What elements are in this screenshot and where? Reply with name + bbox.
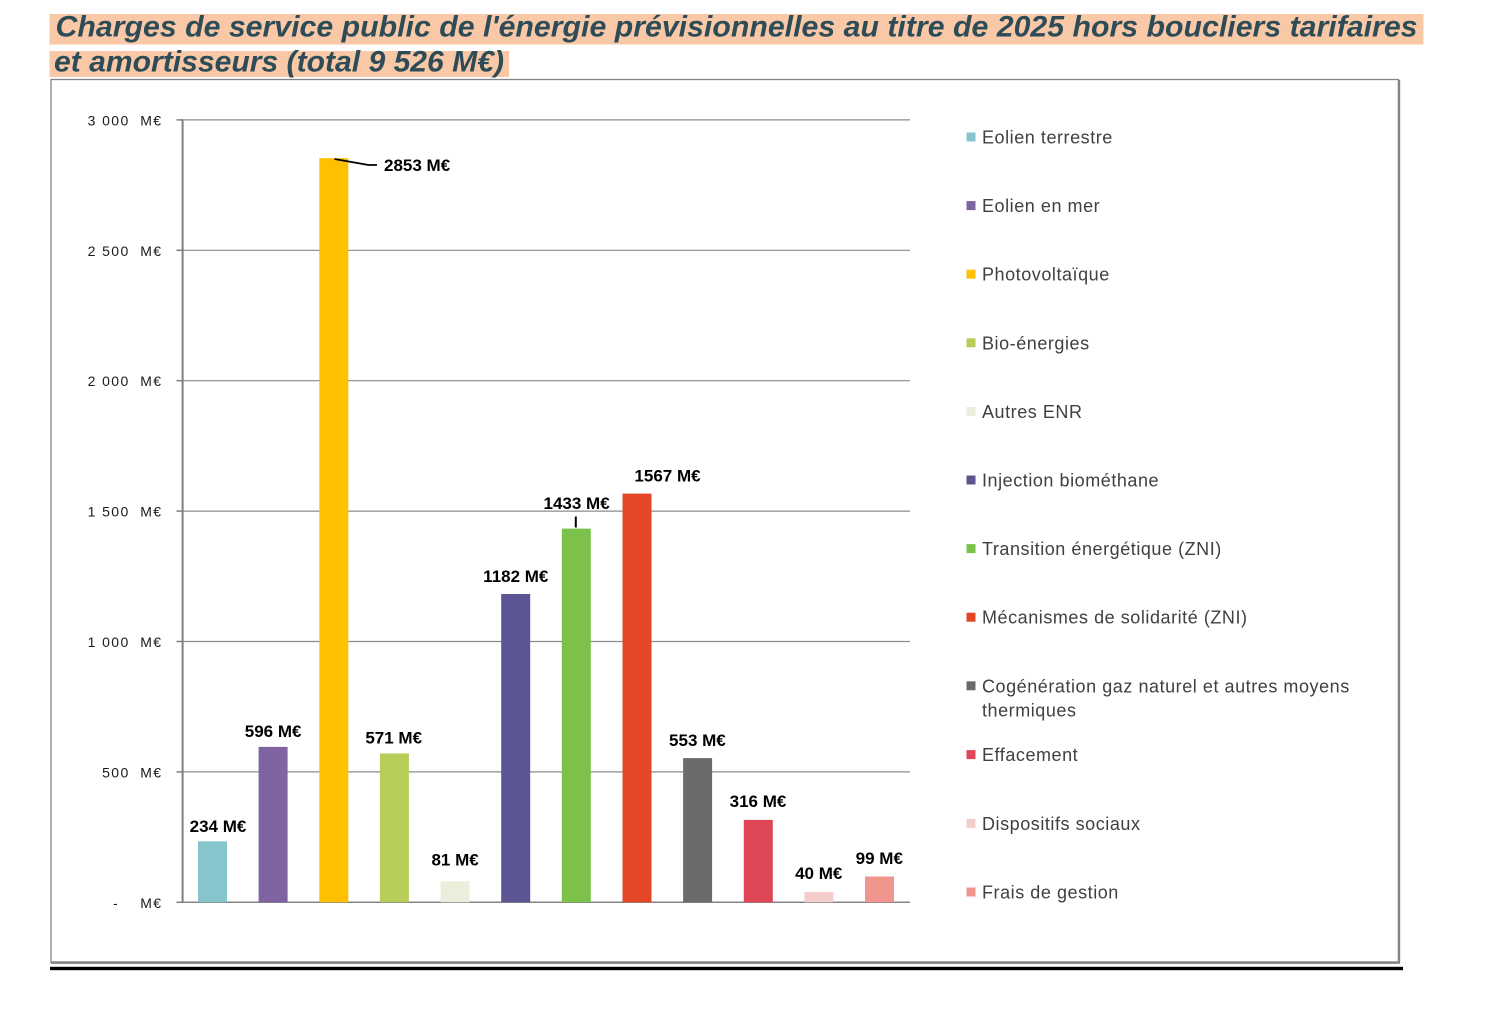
svg-text:40 M€: 40 M€ (795, 864, 843, 883)
svg-text:1433 M€: 1433 M€ (544, 494, 611, 513)
svg-text:81 M€: 81 M€ (431, 850, 479, 869)
svg-text:2853 M€: 2853 M€ (384, 156, 451, 175)
svg-text:thermiques: thermiques (982, 700, 1077, 720)
svg-text:Mécanismes de solidarité (ZNI): Mécanismes de solidarité (ZNI) (982, 608, 1248, 628)
svg-text:596 M€: 596 M€ (245, 722, 302, 741)
svg-text:553 M€: 553 M€ (669, 731, 726, 750)
svg-text:316 M€: 316 M€ (730, 792, 787, 811)
svg-text:571 M€: 571 M€ (365, 728, 422, 747)
svg-text:1182 M€: 1182 M€ (483, 567, 549, 586)
svg-text:1 000 M€: 1 000 M€ (88, 634, 163, 650)
svg-text:1567 M€: 1567 M€ (634, 466, 701, 485)
svg-text:Autres ENR: Autres ENR (982, 402, 1083, 422)
svg-text:Photovoltaïque: Photovoltaïque (982, 265, 1110, 285)
svg-text:Effacement: Effacement (982, 745, 1078, 765)
svg-text:3 000 M€: 3 000 M€ (88, 112, 163, 128)
svg-text:2 000 M€: 2 000 M€ (88, 373, 163, 389)
svg-text:234 M€: 234 M€ (190, 817, 247, 836)
svg-text:- M€: - M€ (113, 895, 162, 911)
svg-text:2 500 M€: 2 500 M€ (88, 243, 163, 259)
svg-text:Injection biométhane: Injection biométhane (982, 471, 1159, 491)
svg-text:Eolien en mer: Eolien en mer (982, 196, 1100, 216)
svg-text:99 M€: 99 M€ (856, 849, 904, 868)
svg-text:Transition énergétique (ZNI): Transition énergétique (ZNI) (982, 539, 1222, 559)
svg-text:Frais de gestion: Frais de gestion (982, 883, 1119, 903)
svg-text:Bio-énergies: Bio-énergies (982, 333, 1090, 353)
svg-text:500 M€: 500 M€ (102, 764, 162, 780)
svg-text:Dispositifs sociaux: Dispositifs sociaux (982, 814, 1141, 834)
svg-text:1 500 M€: 1 500 M€ (88, 504, 163, 520)
svg-text:Eolien terrestre: Eolien terrestre (982, 128, 1113, 148)
svg-text:et amortisseurs (total 9 526 M: et amortisseurs (total 9 526 M€) (54, 46, 504, 79)
svg-text:Cogénération gaz naturel et au: Cogénération gaz naturel et autres moyen… (982, 676, 1350, 696)
svg-text:Charges de service public de l: Charges de service public de l'énergie p… (56, 11, 1418, 44)
